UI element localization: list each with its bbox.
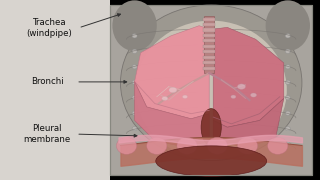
Ellipse shape xyxy=(285,111,290,115)
Text: Trachea
(windpipe): Trachea (windpipe) xyxy=(27,18,72,38)
Ellipse shape xyxy=(136,21,287,159)
Bar xyxy=(203,56,215,59)
Ellipse shape xyxy=(231,95,236,98)
Ellipse shape xyxy=(132,111,137,115)
Ellipse shape xyxy=(266,0,310,51)
Ellipse shape xyxy=(132,65,137,69)
Ellipse shape xyxy=(120,5,302,161)
Text: Bronchi: Bronchi xyxy=(31,77,64,86)
Bar xyxy=(203,61,215,64)
Bar xyxy=(203,23,215,26)
Bar xyxy=(203,50,215,53)
Ellipse shape xyxy=(285,80,290,84)
Ellipse shape xyxy=(132,142,137,146)
Ellipse shape xyxy=(268,137,288,154)
Ellipse shape xyxy=(285,49,290,53)
Bar xyxy=(204,15,214,73)
Bar xyxy=(0,0,110,180)
Ellipse shape xyxy=(116,137,137,154)
Ellipse shape xyxy=(132,127,137,131)
Bar xyxy=(110,5,312,175)
Ellipse shape xyxy=(201,109,221,146)
Bar xyxy=(203,67,215,70)
Ellipse shape xyxy=(132,49,137,53)
Ellipse shape xyxy=(169,87,177,93)
Bar xyxy=(203,39,215,42)
Bar xyxy=(110,5,312,175)
Bar xyxy=(203,34,215,37)
Bar xyxy=(203,45,215,48)
Ellipse shape xyxy=(182,95,188,98)
Ellipse shape xyxy=(251,93,257,97)
Ellipse shape xyxy=(156,146,267,176)
Ellipse shape xyxy=(147,137,167,154)
Ellipse shape xyxy=(177,137,197,154)
Polygon shape xyxy=(135,26,209,119)
Ellipse shape xyxy=(285,65,290,69)
Ellipse shape xyxy=(237,84,245,89)
Bar xyxy=(203,18,215,21)
Ellipse shape xyxy=(285,34,290,38)
Ellipse shape xyxy=(132,34,137,38)
Bar xyxy=(203,28,215,32)
Ellipse shape xyxy=(162,96,168,100)
Ellipse shape xyxy=(285,142,290,146)
Polygon shape xyxy=(213,98,284,148)
Ellipse shape xyxy=(285,127,290,131)
Ellipse shape xyxy=(207,137,227,154)
Polygon shape xyxy=(213,27,284,127)
Ellipse shape xyxy=(285,96,290,100)
Text: Pleural
membrane: Pleural membrane xyxy=(24,124,71,144)
Ellipse shape xyxy=(237,137,258,154)
Ellipse shape xyxy=(132,80,137,84)
Polygon shape xyxy=(135,82,209,148)
Ellipse shape xyxy=(112,0,157,51)
Ellipse shape xyxy=(132,96,137,100)
